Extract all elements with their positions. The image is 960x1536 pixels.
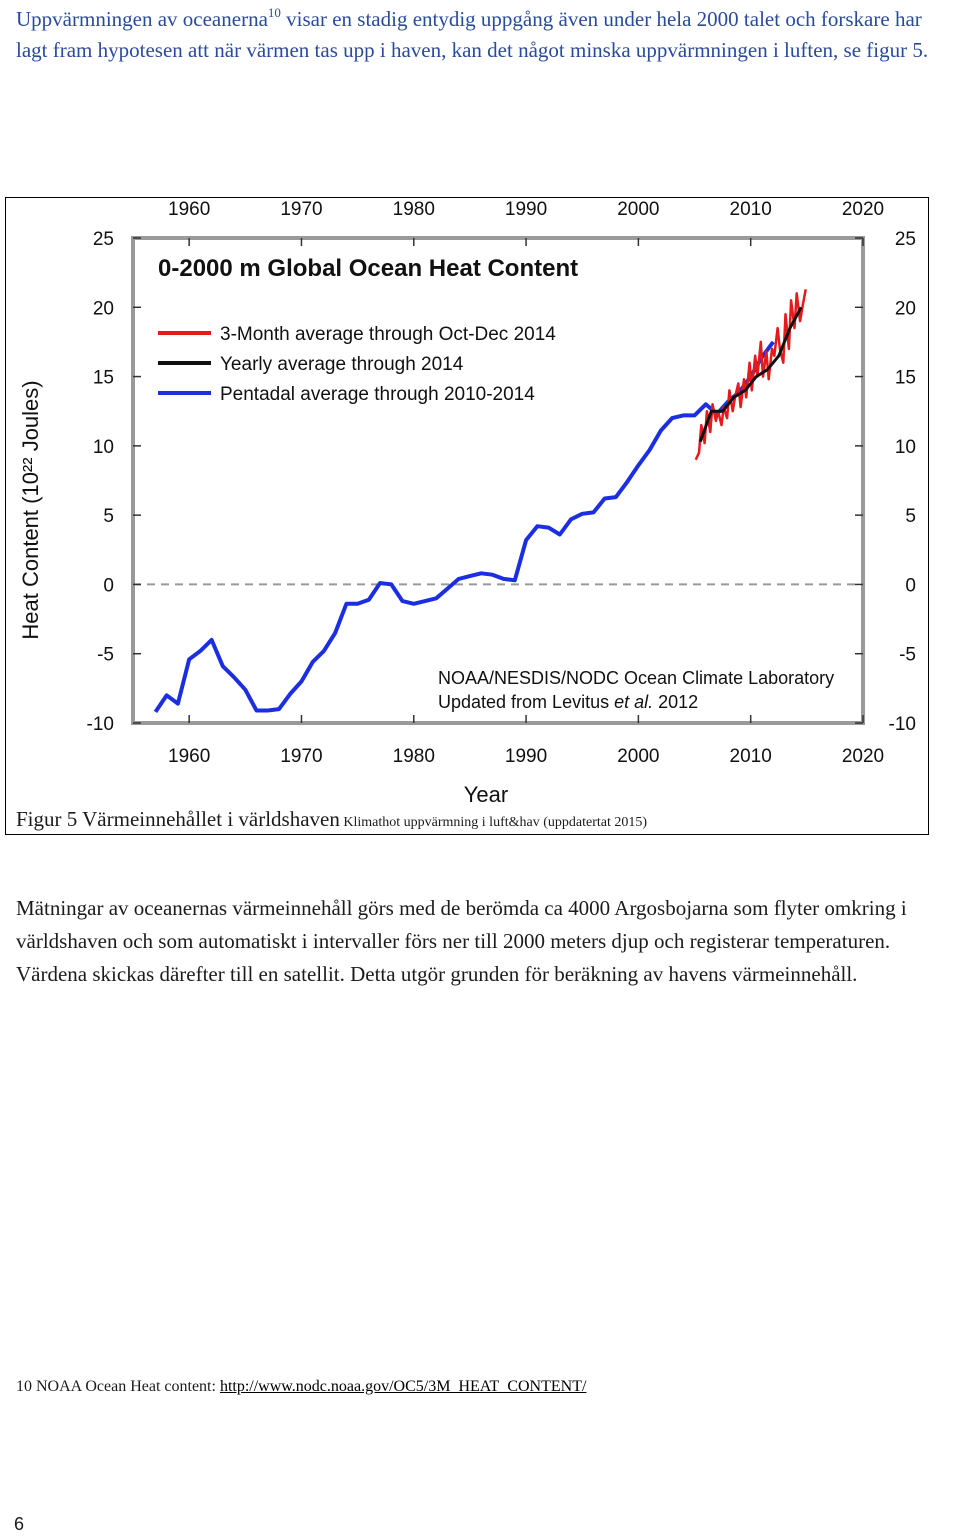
x-tick-label-bottom-1970: 1970 bbox=[280, 746, 322, 767]
intro-text-start: Uppvärmningen av oceanerna bbox=[16, 7, 268, 31]
y-tick-label-left-15: 15 bbox=[93, 368, 114, 389]
y-tick-label-right-15: 15 bbox=[895, 368, 916, 389]
x-axis-label: Year bbox=[464, 782, 508, 803]
page-number: 6 bbox=[14, 1514, 25, 1534]
ocean-heat-chart: 1960196019701970198019801990199020002000… bbox=[18, 199, 916, 803]
x-tick-label-top-1980: 1980 bbox=[393, 199, 435, 220]
credit-line-2: Updated from Levitus et al. 2012 bbox=[438, 692, 698, 712]
figure-5: 1960 1960 1970 1970 1980 1980 1990 1990 2000 2000… bbox=[5, 197, 929, 835]
x-tick-label-top-1960: 1960 bbox=[168, 199, 210, 220]
y-tick-label-left--10: -10 bbox=[87, 714, 114, 735]
intro-paragraph: Uppvärmningen av oceanerna10 visar en st… bbox=[16, 4, 952, 66]
plot-area bbox=[131, 236, 865, 725]
y-tick-label-left-25: 25 bbox=[93, 229, 114, 250]
y-tick-label-right-20: 20 bbox=[895, 298, 916, 319]
series-line-2 bbox=[698, 306, 803, 443]
y-tick-label-right--5: -5 bbox=[899, 645, 916, 666]
x-tick-label-top-2000: 2000 bbox=[617, 199, 659, 220]
series-line-3 bbox=[153, 340, 775, 714]
x-tick-label-top-2020: 2020 bbox=[842, 199, 884, 220]
credit-line-1: NOAA/NESDIS/NODC Ocean Climate Laborator… bbox=[438, 668, 834, 688]
footnote-link[interactable]: http://www.nodc.noaa.gov/OC5/3M_HEAT_CON… bbox=[219, 1378, 587, 1395]
y-tick-label-left-0: 0 bbox=[103, 575, 114, 596]
footnote-label: 10 NOAA Ocean Heat content: bbox=[16, 1378, 220, 1395]
y-tick-label-right--10: -10 bbox=[889, 714, 916, 735]
legend-label-3: Pentadal average through 2010-2014 bbox=[220, 384, 535, 405]
x-tick-label-bottom-2000: 2000 bbox=[617, 746, 659, 767]
figure-caption: Figur 5 Värmeinnehållet i världshaven Kl… bbox=[16, 807, 647, 835]
footnote: 10 NOAA Ocean Heat content: http://www.n… bbox=[16, 1378, 586, 1396]
y-tick-label-right-25: 25 bbox=[895, 229, 916, 250]
chart-title: 0-2000 m Global Ocean Heat Content bbox=[158, 255, 578, 282]
x-tick-label-bottom-1980: 1980 bbox=[393, 746, 435, 767]
y-axis-label: Heat Content (10²² Joules) bbox=[18, 380, 43, 639]
caption-source: Klimathot uppvärmning i luft&hav (uppdat… bbox=[339, 815, 648, 830]
x-tick-label-bottom-1960: 1960 bbox=[168, 746, 210, 767]
y-tick-label-left-10: 10 bbox=[93, 437, 114, 458]
y-tick-label-right-5: 5 bbox=[905, 506, 916, 527]
x-tick-label-top-1990: 1990 bbox=[505, 199, 547, 220]
caption-main: Figur 5 Värmeinnehållet i världshaven bbox=[16, 807, 340, 831]
x-tick-label-bottom-2020: 2020 bbox=[842, 746, 884, 767]
x-tick-label-top-1970: 1970 bbox=[280, 199, 322, 220]
y-tick-label-left--5: -5 bbox=[97, 645, 114, 666]
x-tick-label-bottom-1990: 1990 bbox=[505, 746, 547, 767]
body-paragraph: Mätningar av oceanernas värmeinnehåll gö… bbox=[16, 896, 907, 986]
legend-label-2: Yearly average through 2014 bbox=[220, 354, 464, 375]
intro-text-end: visar en stadig entydig uppgång även und… bbox=[16, 7, 929, 62]
y-tick-label-left-5: 5 bbox=[103, 506, 114, 527]
x-tick-label-top-2010: 2010 bbox=[730, 199, 772, 220]
footnote-ref-10[interactable]: 10 bbox=[267, 5, 281, 20]
y-tick-label-left-20: 20 bbox=[93, 298, 114, 319]
y-tick-label-right-10: 10 bbox=[895, 437, 916, 458]
x-tick-label-bottom-2010: 2010 bbox=[730, 746, 772, 767]
legend-label-1: 3-Month average through Oct-Dec 2014 bbox=[220, 324, 556, 345]
y-tick-label-right-0: 0 bbox=[905, 575, 916, 596]
